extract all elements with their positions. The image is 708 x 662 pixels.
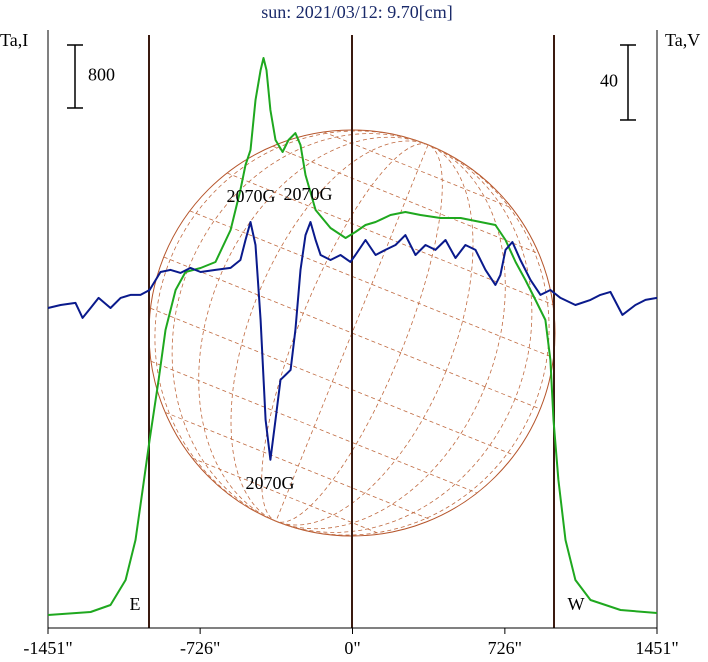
chart-title: sun: 2021/03/12: 9.70[cm] — [261, 2, 453, 22]
y2-axis-label: Ta,V — [665, 30, 700, 50]
parallel — [189, 210, 554, 359]
parallel — [164, 411, 432, 521]
parallel — [226, 172, 554, 306]
parallel — [323, 131, 513, 209]
solar-disk — [148, 129, 556, 537]
disk-grid — [150, 130, 554, 536]
limb-label: W — [568, 594, 585, 614]
annotation: 2070G — [227, 186, 276, 206]
x-tick-label: 726" — [488, 638, 522, 658]
parallel — [150, 307, 515, 456]
parallel — [272, 145, 540, 255]
parallel — [150, 360, 478, 494]
y-axis-label: Ta,I — [0, 30, 28, 50]
scale-bar-label: 40 — [600, 71, 618, 91]
series-line — [47, 221, 658, 461]
x-tick-label: -1451" — [23, 638, 72, 658]
annotation: 2070G — [246, 473, 295, 493]
parallel — [191, 457, 381, 535]
x-tick-label: 0" — [344, 638, 360, 658]
series-line — [47, 57, 658, 616]
x-tick-label: 1451" — [635, 638, 678, 658]
scale-bar-label: 800 — [88, 65, 115, 85]
x-tick-label: -726" — [180, 638, 220, 658]
limb-label: E — [130, 594, 141, 614]
annotation: 2070G — [284, 184, 333, 204]
